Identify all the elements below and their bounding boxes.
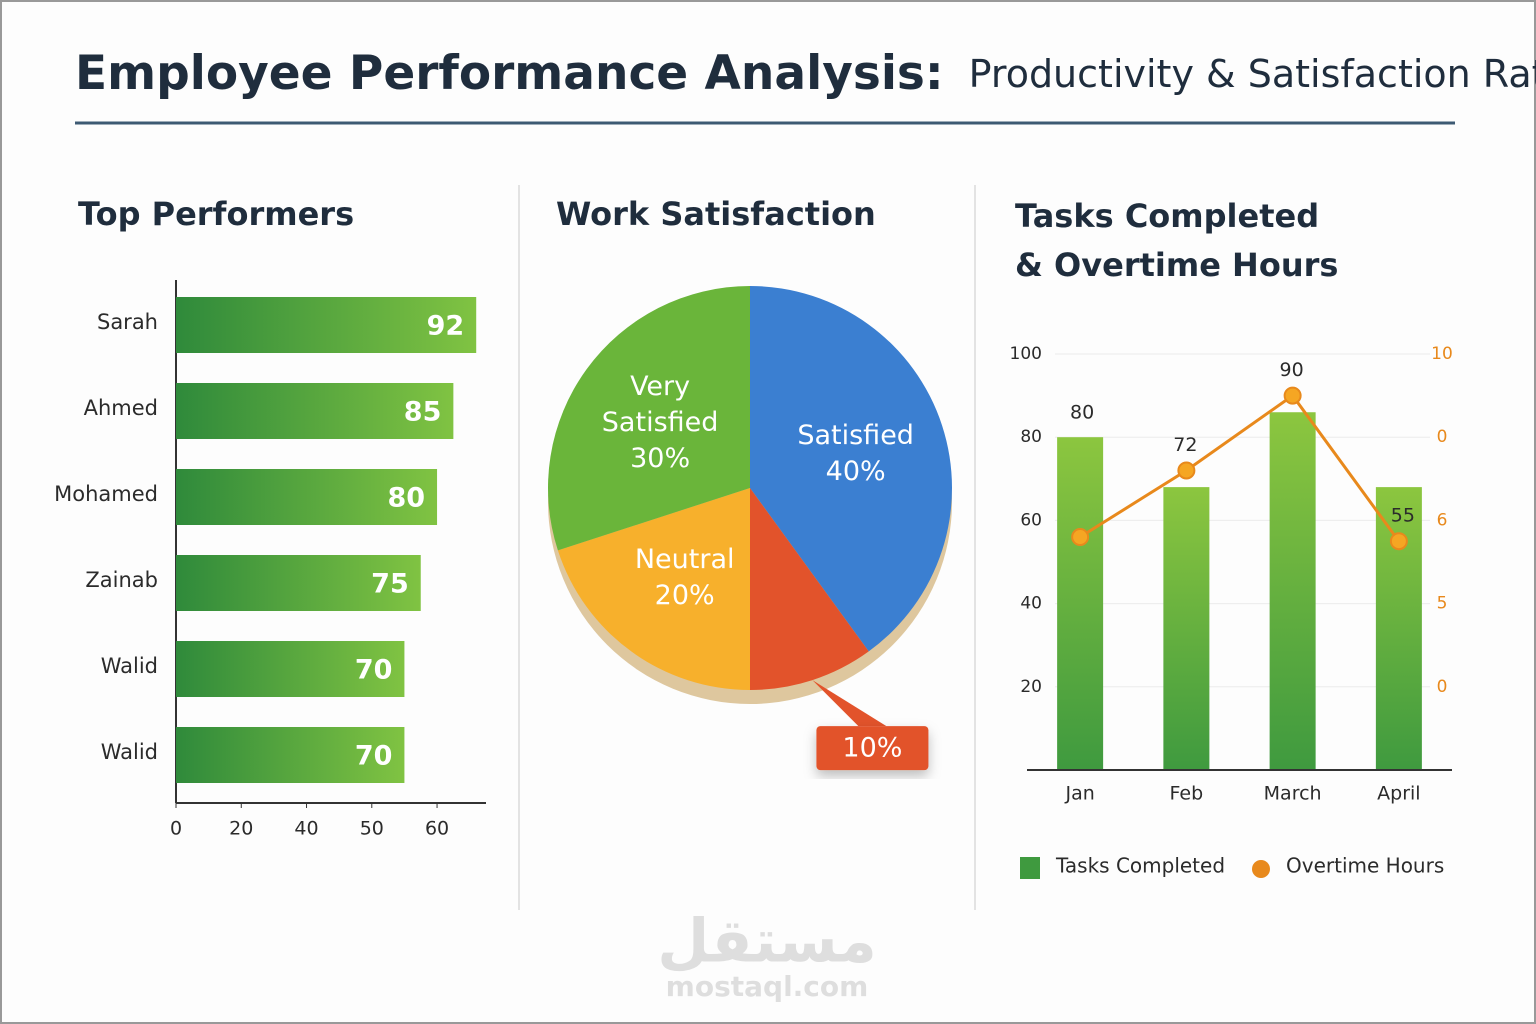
bar-label: 80 bbox=[387, 483, 425, 514]
y-tick-label: 20 bbox=[1020, 677, 1042, 697]
x-tick-label: April bbox=[1377, 783, 1420, 805]
x-tick-label: 40 bbox=[294, 818, 318, 840]
bar-label: 70 bbox=[355, 655, 393, 686]
watermark: mostaql.com bbox=[666, 970, 869, 1003]
bar bbox=[176, 727, 405, 783]
slice-value: 30% bbox=[630, 442, 691, 474]
slice-value: 20% bbox=[654, 579, 715, 611]
slice-value: 40% bbox=[825, 455, 886, 487]
bar bbox=[176, 297, 477, 353]
category-label: Walid bbox=[101, 740, 158, 764]
bar bbox=[1375, 487, 1422, 770]
line-point bbox=[1389, 532, 1408, 551]
point-label: 90 bbox=[1280, 359, 1304, 381]
line-point bbox=[1283, 386, 1302, 405]
y-tick-label: 100 bbox=[1010, 344, 1042, 364]
point-label: 72 bbox=[1173, 434, 1197, 456]
x-tick-label: Jan bbox=[1064, 783, 1094, 805]
y2-tick-label: 5 bbox=[1437, 594, 1448, 614]
bar-label: 80 bbox=[1070, 402, 1094, 424]
x-tick-label: March bbox=[1264, 783, 1322, 805]
y2-tick-label: 0 bbox=[1437, 427, 1448, 447]
callout bbox=[816, 726, 929, 771]
x-tick-label: 0 bbox=[170, 818, 182, 840]
y2-tick-label: 10 bbox=[1431, 344, 1453, 364]
pie-slice bbox=[750, 286, 952, 652]
pie-slice bbox=[750, 488, 869, 690]
y-tick-label: 60 bbox=[1020, 510, 1042, 530]
legend-label: Tasks Completed bbox=[1055, 854, 1225, 878]
page-title: Employee Performance Analysis: Productiv… bbox=[75, 46, 1536, 101]
slice-category: Neutral bbox=[634, 543, 735, 575]
x-tick-label: 20 bbox=[229, 818, 253, 840]
legend-swatch bbox=[1252, 860, 1270, 878]
y2-tick-label: 0 bbox=[1437, 677, 1448, 697]
category-label: Ahmed bbox=[84, 396, 158, 420]
category-label: Sarah bbox=[97, 310, 158, 334]
y-tick-label: 40 bbox=[1020, 594, 1042, 614]
slice-category: Satisfied bbox=[797, 419, 914, 451]
watermark: مستقل bbox=[657, 907, 876, 977]
x-tick-label: 60 bbox=[425, 818, 449, 840]
subtitle: Productivity & Satisfaction Ratings bbox=[969, 52, 1536, 96]
pie-slice bbox=[557, 488, 750, 690]
line-point bbox=[1177, 461, 1196, 480]
line-point bbox=[1071, 528, 1090, 547]
bar bbox=[176, 641, 405, 697]
slice-label: Satisfied 40% bbox=[781, 418, 931, 490]
slice-category: Very Satisfied bbox=[601, 370, 719, 438]
slice-label: Very Satisfied 30% bbox=[585, 369, 735, 477]
bar-label: 85 bbox=[404, 397, 442, 428]
bar bbox=[1163, 487, 1210, 770]
x-tick-label: Feb bbox=[1170, 783, 1204, 805]
category-label: Zainab bbox=[85, 568, 158, 592]
y2-tick-label: 6 bbox=[1437, 510, 1448, 530]
title: Employee Performance Analysis: bbox=[75, 46, 944, 101]
point-label: 55 bbox=[1391, 505, 1415, 527]
bar bbox=[176, 469, 438, 525]
pie-slice bbox=[548, 286, 750, 551]
callout-pointer bbox=[812, 680, 887, 727]
bar bbox=[176, 555, 421, 611]
category-label: Walid bbox=[101, 654, 158, 678]
panel-title: Top Performers bbox=[78, 195, 354, 233]
panel-title: Tasks Completed & Overtime Hours bbox=[1015, 197, 1339, 284]
legend-label: Overtime Hours bbox=[1286, 854, 1444, 878]
bar-label: 92 bbox=[427, 311, 465, 342]
bar-label: 75 bbox=[371, 569, 409, 600]
bar bbox=[1057, 437, 1104, 770]
slice-label: Neutral 20% bbox=[610, 542, 760, 614]
slice-label: 10% bbox=[842, 733, 902, 764]
panel-title: Work Satisfaction bbox=[556, 195, 876, 233]
line bbox=[1079, 393, 1401, 543]
bar bbox=[1269, 412, 1316, 770]
legend-swatch bbox=[1020, 857, 1040, 879]
y-tick-label: 80 bbox=[1020, 427, 1042, 447]
category-label: Mohamed bbox=[54, 482, 158, 506]
bar-label: 70 bbox=[355, 741, 393, 772]
bar bbox=[176, 383, 454, 439]
x-tick-label: 50 bbox=[360, 818, 384, 840]
